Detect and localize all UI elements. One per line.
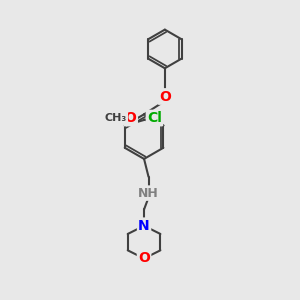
Text: O: O bbox=[159, 89, 171, 103]
Text: N: N bbox=[138, 219, 150, 233]
Text: O: O bbox=[125, 111, 136, 125]
Text: CH₃: CH₃ bbox=[105, 113, 127, 123]
Text: Cl: Cl bbox=[147, 111, 162, 125]
Text: NH: NH bbox=[138, 187, 159, 200]
Text: O: O bbox=[138, 251, 150, 266]
